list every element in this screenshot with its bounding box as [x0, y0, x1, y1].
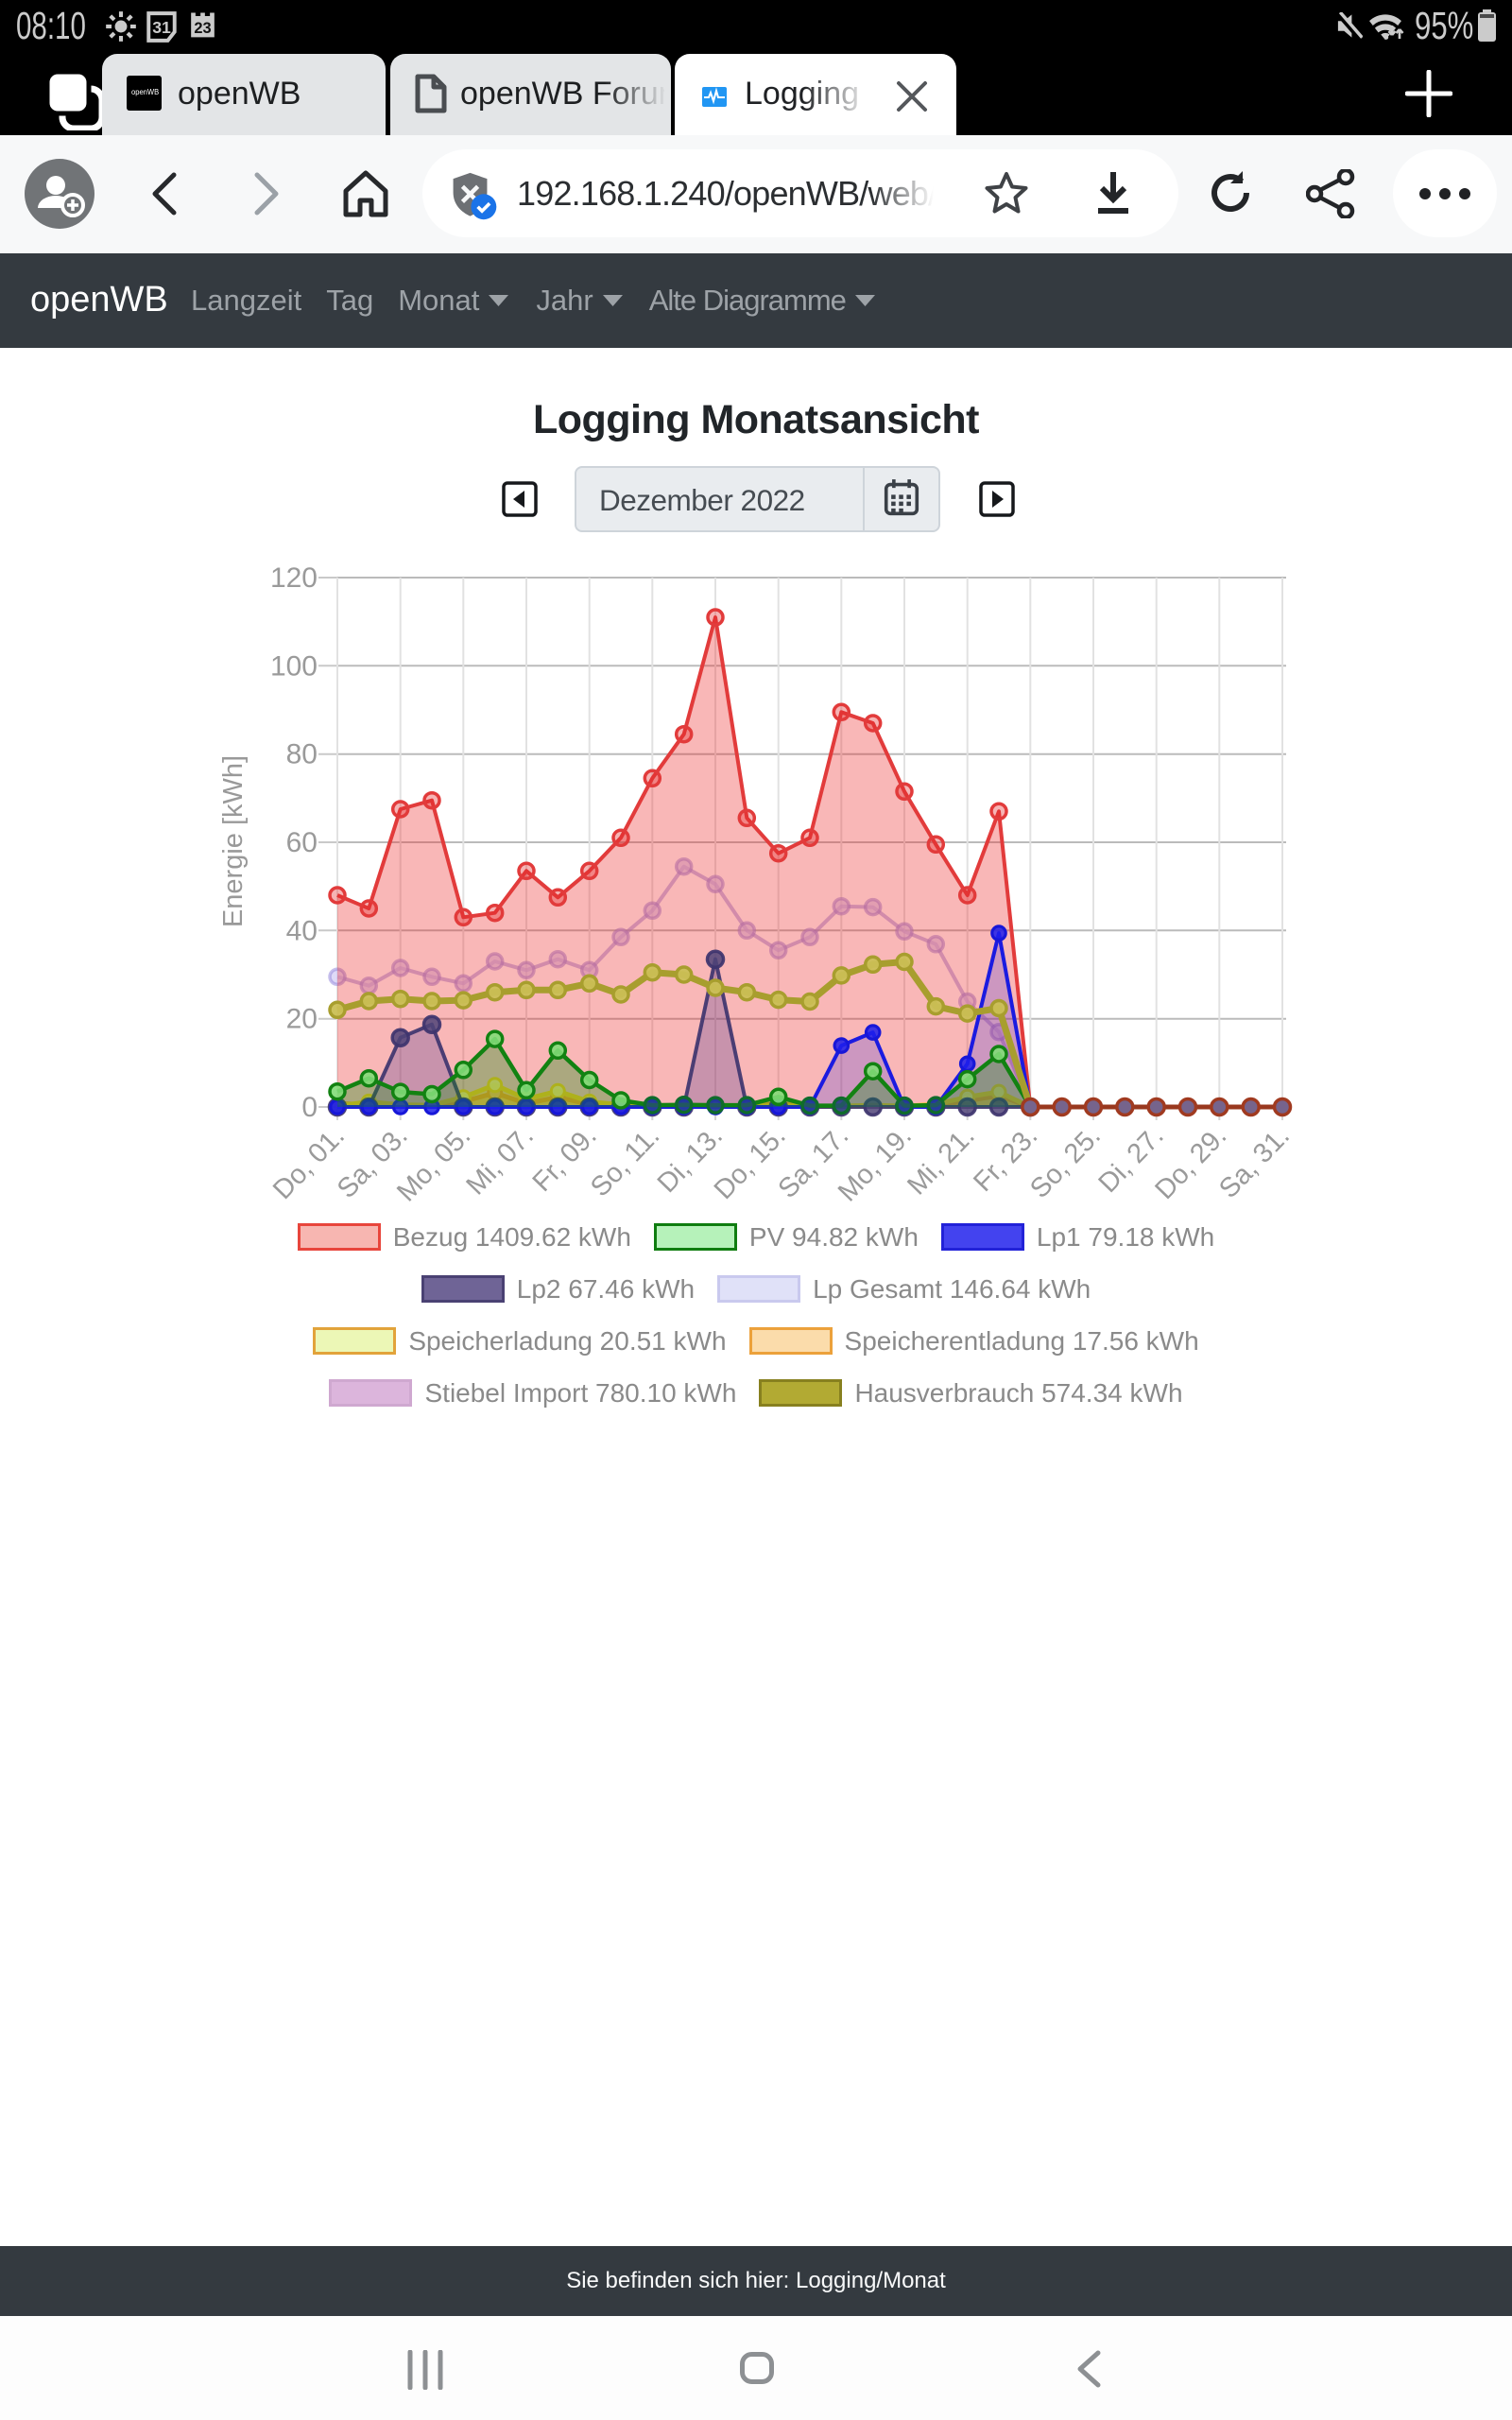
svg-text:So, 25.: So, 25.: [1024, 1121, 1107, 1204]
svg-text:Do, 01.: Do, 01.: [267, 1121, 351, 1205]
svg-text:31: 31: [152, 18, 171, 37]
svg-text:Sa, 31.: Sa, 31.: [1213, 1121, 1296, 1204]
svg-text:So, 11.: So, 11.: [585, 1121, 665, 1203]
svg-text:Do, 29.: Do, 29.: [1149, 1121, 1232, 1205]
svg-text:23: 23: [194, 20, 211, 37]
svg-text:0: 0: [301, 1092, 318, 1123]
svg-text:Mi, 21.: Mi, 21.: [902, 1121, 980, 1201]
svg-text:100: 100: [270, 650, 318, 682]
svg-text:120: 120: [270, 562, 318, 594]
svg-text:60: 60: [286, 827, 318, 858]
svg-text:Energie [kWh]: Energie [kWh]: [218, 755, 249, 927]
svg-text:40: 40: [286, 915, 318, 946]
svg-text:80: 80: [286, 739, 318, 770]
svg-text:Mi, 07.: Mi, 07.: [461, 1121, 540, 1201]
svg-text:Do, 15.: Do, 15.: [709, 1121, 792, 1205]
svg-text:20: 20: [286, 1004, 318, 1035]
